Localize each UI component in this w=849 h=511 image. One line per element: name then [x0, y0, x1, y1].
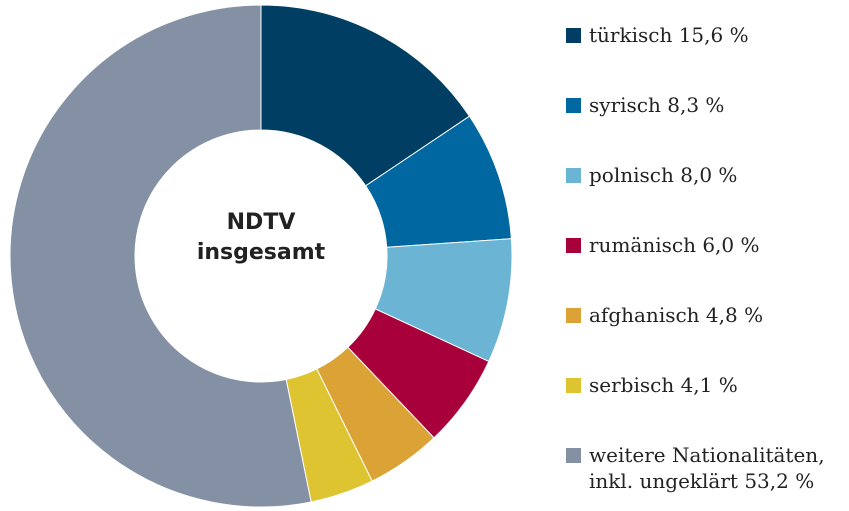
legend-item: polnisch 8,0 %: [566, 162, 846, 188]
legend-item: türkisch 15,6 %: [566, 22, 846, 48]
legend-label: weitere Nationalitäten, inkl. ungeklärt: [589, 443, 825, 493]
legend-label: afghanisch: [589, 303, 700, 327]
legend-item: rumänisch 6,0 %: [566, 232, 846, 258]
value-label: 8,0 %: [680, 163, 738, 187]
legend-swatch: [566, 98, 581, 113]
legend-item: syrisch 8,3 %: [566, 92, 846, 118]
legend-item: weitere Nationalitäten, inkl. ungeklärt …: [566, 442, 846, 494]
legend-label: serbisch: [589, 373, 675, 397]
legend-swatch: [566, 448, 581, 463]
legend-swatch: [566, 168, 581, 183]
value-label: 4,8 %: [705, 303, 764, 327]
legend-item: serbisch 4,1 %: [566, 372, 846, 398]
value-label: 6,0 %: [702, 233, 760, 257]
legend-swatch: [566, 28, 581, 43]
value-label: 8,3 %: [667, 93, 725, 117]
legend-item: afghanisch 4,8 %: [566, 302, 846, 328]
legend-swatch: [566, 238, 581, 253]
legend-label: rumänisch: [589, 233, 696, 257]
donut-chart: [9, 4, 513, 508]
wedge: [9, 4, 312, 508]
value-label: 53,2 %: [744, 469, 815, 493]
legend-label: türkisch: [589, 23, 673, 47]
value-label: 15,6 %: [678, 23, 749, 47]
legend-swatch: [566, 308, 581, 323]
value-label: 4,1 %: [680, 373, 738, 397]
legend-label: polnisch: [589, 163, 674, 187]
legend-label: syrisch: [589, 93, 661, 117]
center-label: NDTV insgesamt: [196, 210, 326, 265]
wedge: [260, 4, 471, 187]
legend-swatch: [566, 378, 581, 393]
